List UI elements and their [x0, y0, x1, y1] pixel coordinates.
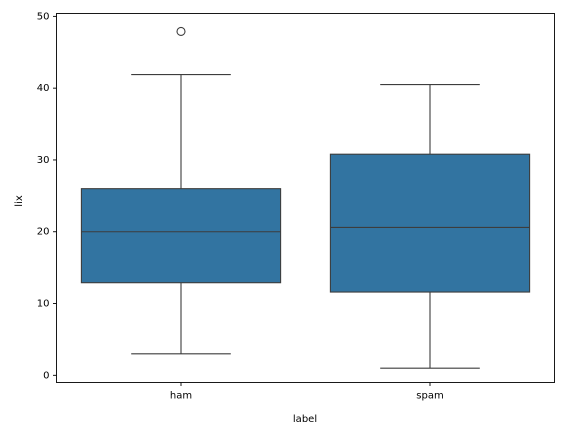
x-tick-label-spam: spam: [416, 391, 443, 402]
x-tick-label-ham: ham: [170, 391, 192, 402]
plot-frame: [56, 13, 555, 383]
y-tick-label: 0: [43, 370, 49, 381]
x-axis-title: label: [293, 414, 317, 425]
iqr-box: [329, 153, 531, 293]
outlier-point: [176, 26, 186, 36]
plot-area: [80, 26, 531, 369]
box-group-spam: [329, 84, 531, 369]
y-axis: 0 10 20 30 40 50: [37, 11, 57, 381]
y-tick-label: 40: [37, 83, 50, 94]
box-group-ham: [80, 26, 282, 355]
y-tick-label: 10: [37, 299, 50, 310]
y-axis-title: lix: [14, 195, 25, 207]
iqr-box: [80, 188, 282, 284]
y-tick-label: 50: [37, 11, 50, 22]
y-tick-label: 30: [37, 155, 50, 166]
y-tick-label: 20: [37, 227, 50, 238]
x-axis: ham spam: [170, 382, 444, 402]
